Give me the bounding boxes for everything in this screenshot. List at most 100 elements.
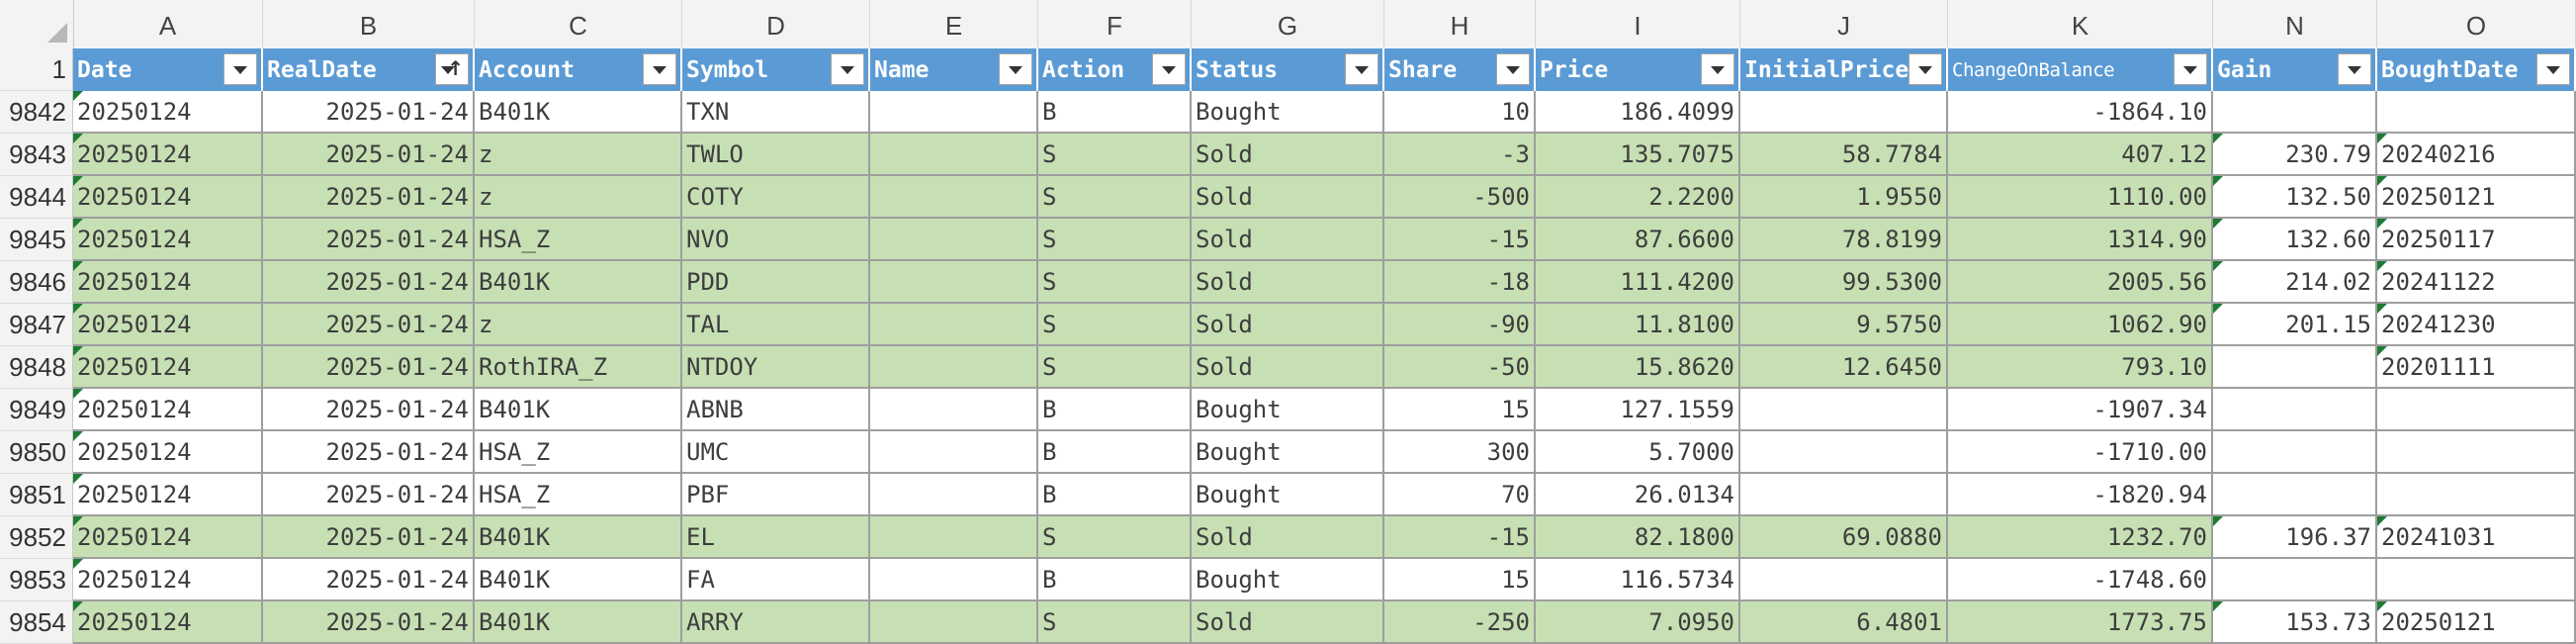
cell-price[interactable]: 116.5734 <box>1536 559 1740 601</box>
cell-date[interactable]: 20250124 <box>73 601 263 644</box>
cell-boughtdate[interactable] <box>2377 389 2576 431</box>
cell-price[interactable]: 26.0134 <box>1536 474 1740 516</box>
cell-action[interactable]: S <box>1038 176 1192 219</box>
cell-date[interactable]: 20250124 <box>73 559 263 601</box>
cell-name[interactable] <box>870 304 1038 346</box>
header-cell-status[interactable]: Status <box>1192 48 1384 91</box>
cell-name[interactable] <box>870 346 1038 389</box>
cell-gain[interactable]: 196.37 <box>2213 516 2377 559</box>
cell-symbol[interactable]: TAL <box>682 304 870 346</box>
cell-account[interactable]: z <box>475 304 682 346</box>
cell-boughtdate[interactable]: 20241230 <box>2377 304 2576 346</box>
cell-share[interactable]: -250 <box>1384 601 1536 644</box>
cell-action[interactable]: S <box>1038 304 1192 346</box>
cell-realdate[interactable]: 2025-01-24 <box>263 219 475 261</box>
cell-initialprice[interactable]: 69.0880 <box>1740 516 1948 559</box>
column-letter-b[interactable]: B <box>263 0 475 48</box>
cell-price[interactable]: 15.8620 <box>1536 346 1740 389</box>
cell-gain[interactable]: 153.73 <box>2213 601 2377 644</box>
filter-dropdown-icon[interactable] <box>831 53 864 85</box>
cell-initialprice[interactable] <box>1740 474 1948 516</box>
header-cell-price[interactable]: Price <box>1536 48 1740 91</box>
cell-changeonbalance[interactable]: 407.12 <box>1948 134 2213 176</box>
row-number[interactable]: 9850 <box>0 431 73 474</box>
cell-gain[interactable] <box>2213 474 2377 516</box>
column-letter-k[interactable]: K <box>1948 0 2213 48</box>
cell-status[interactable]: Bought <box>1192 389 1384 431</box>
cell-initialprice[interactable]: 99.5300 <box>1740 261 1948 304</box>
cell-changeonbalance[interactable]: 1062.90 <box>1948 304 2213 346</box>
column-letter-h[interactable]: H <box>1384 0 1536 48</box>
cell-realdate[interactable]: 2025-01-24 <box>263 601 475 644</box>
cell-account[interactable]: HSA_Z <box>475 474 682 516</box>
cell-boughtdate[interactable]: 20241122 <box>2377 261 2576 304</box>
cell-gain[interactable]: 230.79 <box>2213 134 2377 176</box>
column-letter-f[interactable]: F <box>1038 0 1192 48</box>
cell-realdate[interactable]: 2025-01-24 <box>263 304 475 346</box>
cell-realdate[interactable]: 2025-01-24 <box>263 431 475 474</box>
cell-account[interactable]: B401K <box>475 601 682 644</box>
cell-changeonbalance[interactable]: -1864.10 <box>1948 91 2213 134</box>
cell-price[interactable]: 127.1559 <box>1536 389 1740 431</box>
cell-symbol[interactable]: TXN <box>682 91 870 134</box>
cell-date[interactable]: 20250124 <box>73 134 263 176</box>
cell-gain[interactable] <box>2213 559 2377 601</box>
cell-symbol[interactable]: ABNB <box>682 389 870 431</box>
cell-date[interactable]: 20250124 <box>73 346 263 389</box>
header-cell-date[interactable]: Date <box>73 48 263 91</box>
cell-price[interactable]: 5.7000 <box>1536 431 1740 474</box>
cell-boughtdate[interactable]: 20250121 <box>2377 176 2576 219</box>
cell-boughtdate[interactable]: 20250121 <box>2377 601 2576 644</box>
cell-price[interactable]: 135.7075 <box>1536 134 1740 176</box>
cell-name[interactable] <box>870 134 1038 176</box>
row-number[interactable]: 9845 <box>0 219 73 261</box>
cell-account[interactable]: B401K <box>475 516 682 559</box>
cell-action[interactable]: S <box>1038 134 1192 176</box>
cell-changeonbalance[interactable]: -1820.94 <box>1948 474 2213 516</box>
cell-gain[interactable]: 201.15 <box>2213 304 2377 346</box>
sort-filter-dropdown-icon[interactable]: ↑ <box>435 53 469 85</box>
cell-symbol[interactable]: COTY <box>682 176 870 219</box>
cell-initialprice[interactable]: 58.7784 <box>1740 134 1948 176</box>
cell-price[interactable]: 111.4200 <box>1536 261 1740 304</box>
cell-share[interactable]: -15 <box>1384 219 1536 261</box>
cell-symbol[interactable]: FA <box>682 559 870 601</box>
filter-dropdown-icon[interactable] <box>2536 53 2570 85</box>
cell-realdate[interactable]: 2025-01-24 <box>263 559 475 601</box>
cell-changeonbalance[interactable]: -1710.00 <box>1948 431 2213 474</box>
cell-action[interactable]: B <box>1038 559 1192 601</box>
cell-name[interactable] <box>870 389 1038 431</box>
row-number[interactable]: 9852 <box>0 516 73 559</box>
cell-boughtdate[interactable] <box>2377 431 2576 474</box>
cell-boughtdate[interactable] <box>2377 474 2576 516</box>
cell-share[interactable]: -3 <box>1384 134 1536 176</box>
cell-realdate[interactable]: 2025-01-24 <box>263 91 475 134</box>
cell-changeonbalance[interactable]: 1773.75 <box>1948 601 2213 644</box>
cell-date[interactable]: 20250124 <box>73 219 263 261</box>
cell-status[interactable]: Bought <box>1192 91 1384 134</box>
cell-action[interactable]: B <box>1038 91 1192 134</box>
cell-account[interactable]: HSA_Z <box>475 431 682 474</box>
cell-price[interactable]: 11.8100 <box>1536 304 1740 346</box>
cell-initialprice[interactable]: 12.6450 <box>1740 346 1948 389</box>
cell-symbol[interactable]: PDD <box>682 261 870 304</box>
cell-share[interactable]: -18 <box>1384 261 1536 304</box>
cell-share[interactable]: 10 <box>1384 91 1536 134</box>
cell-initialprice[interactable] <box>1740 431 1948 474</box>
cell-share[interactable]: -50 <box>1384 346 1536 389</box>
cell-action[interactable]: B <box>1038 389 1192 431</box>
row-number[interactable]: 9849 <box>0 389 73 431</box>
filter-dropdown-icon[interactable] <box>999 53 1032 85</box>
cell-gain[interactable] <box>2213 91 2377 134</box>
header-cell-gain[interactable]: Gain <box>2213 48 2377 91</box>
filter-dropdown-icon[interactable] <box>643 53 676 85</box>
cell-action[interactable]: S <box>1038 346 1192 389</box>
filter-dropdown-icon[interactable] <box>1701 53 1734 85</box>
row-number[interactable]: 9851 <box>0 474 73 516</box>
cell-price[interactable]: 186.4099 <box>1536 91 1740 134</box>
cell-status[interactable]: Sold <box>1192 346 1384 389</box>
cell-changeonbalance[interactable]: 1110.00 <box>1948 176 2213 219</box>
row-number[interactable]: 9846 <box>0 261 73 304</box>
cell-date[interactable]: 20250124 <box>73 389 263 431</box>
cell-gain[interactable]: 132.50 <box>2213 176 2377 219</box>
